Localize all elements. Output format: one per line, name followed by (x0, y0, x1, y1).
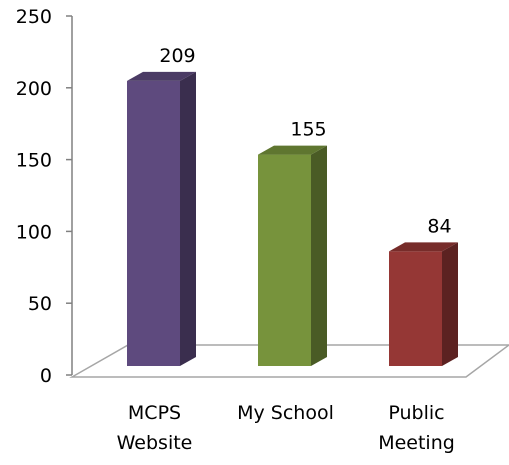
bar-front-face (389, 251, 442, 366)
data-label: 155 (290, 119, 326, 141)
category-label: MCPS (128, 402, 181, 424)
y-tick-label: 0 (40, 365, 52, 387)
chart-axes: 0 50 100 150 200 250 (16, 6, 73, 387)
bar-top-face (258, 145, 327, 155)
y-tick-label: 50 (28, 293, 52, 315)
y-tick-label: 250 (16, 6, 52, 28)
bar-top-face (127, 71, 196, 81)
category-label: Website (117, 432, 193, 454)
category-label: Public (388, 402, 444, 424)
bar (258, 145, 327, 366)
bar-front-face (127, 80, 180, 366)
data-label: 84 (427, 215, 451, 237)
bar-side-face (180, 71, 196, 366)
bar-top-face (389, 242, 458, 252)
y-tick-label: 200 (16, 78, 52, 100)
bar (389, 242, 458, 366)
bar (127, 71, 196, 366)
data-label: 209 (159, 45, 195, 67)
bar-side-face (442, 242, 458, 366)
category-label: My School (237, 402, 334, 424)
y-tick-label: 150 (16, 150, 52, 172)
category-label: Meeting (378, 432, 455, 454)
bar-side-face (311, 145, 327, 366)
chart-labels: 209 MCPS Website 155 My School 84 Public Meetin… (117, 45, 455, 454)
bar-front-face (258, 154, 311, 366)
y-tick-label: 100 (16, 221, 52, 243)
chart-bars (127, 71, 458, 366)
